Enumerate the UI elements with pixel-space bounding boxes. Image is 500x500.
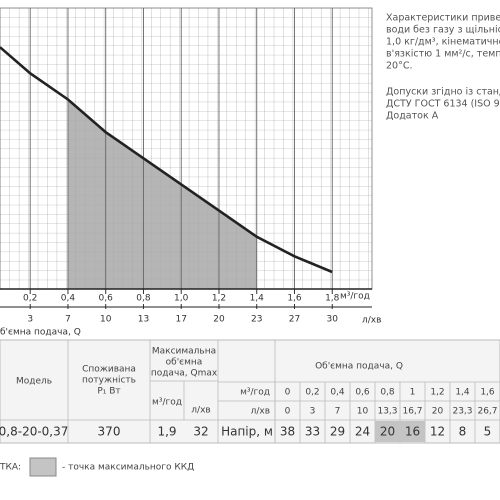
x-tick-label: 0,4 xyxy=(61,294,76,304)
table-text: 1,6 xyxy=(480,388,495,398)
table-text: 0,6 xyxy=(355,388,370,398)
x2-tick-label: 30 xyxy=(327,315,339,325)
table-text: P 0,8-20-0,37 xyxy=(0,425,68,439)
note-line: 1,0 кг/дм³, кінематичною xyxy=(386,37,500,48)
x-tick-label: 1,2 xyxy=(212,294,226,304)
table-text: 32 xyxy=(193,425,208,439)
table-text: 8 xyxy=(459,425,467,439)
x-tick-label: 0,6 xyxy=(99,294,114,304)
x-tick-label: 1,0 xyxy=(174,294,189,304)
table-text: 24 xyxy=(355,425,370,439)
x2-tick-label: 3 xyxy=(27,315,33,325)
table-text: 1,4 xyxy=(455,388,470,398)
table-text: 0 xyxy=(285,407,291,417)
x2-tick-label: 17 xyxy=(176,315,187,325)
max-efficiency-cell xyxy=(400,421,425,442)
table-text: 26,7 xyxy=(477,407,497,417)
x2-tick-label: 7 xyxy=(65,315,71,325)
x-tick-label: 1,8 xyxy=(325,294,340,304)
table-text: 1 xyxy=(410,388,416,398)
note-line: в'язкістю 1 мм²/с, темпера xyxy=(386,49,500,60)
table-text: 33 xyxy=(305,425,320,439)
table-text: 38 xyxy=(280,425,295,439)
head-curve xyxy=(0,46,333,274)
table-text: 5 xyxy=(484,425,492,439)
table-text: 7 xyxy=(335,407,341,417)
table-text: м³/год xyxy=(240,388,270,398)
max-efficiency-area xyxy=(67,99,257,289)
x2-axis-label: л/хв xyxy=(362,316,381,326)
table-text: 12 xyxy=(430,425,445,439)
table-text: л/хв xyxy=(251,407,270,417)
x2-tick-label: 27 xyxy=(289,315,300,325)
table-text: 29 xyxy=(330,425,345,439)
table-text: 3 xyxy=(310,407,316,417)
table-text: P₁ Вт xyxy=(97,387,120,397)
table-text: Максимальна xyxy=(152,347,216,357)
note-line: 20°C. xyxy=(386,61,413,72)
table-text: 0,4 xyxy=(330,388,345,398)
table-text: 23,3 xyxy=(452,407,472,417)
table-text: 13,3 xyxy=(377,407,397,417)
table-text: 20 xyxy=(380,425,395,439)
table-text: м³/год xyxy=(152,398,182,408)
x2-tick-label: 20 xyxy=(213,315,225,325)
axis-title: б'ємна подача, Q xyxy=(0,328,81,338)
x-tick-label: 1,4 xyxy=(250,294,265,304)
table-text: Напір, м xyxy=(221,425,273,439)
table-text: Модель xyxy=(16,377,52,387)
table-text: 0,2 xyxy=(305,388,319,398)
x-tick-label: 0,8 xyxy=(136,294,151,304)
note-line: Характеристики приведен xyxy=(386,13,500,24)
table-text: 16 xyxy=(405,425,420,439)
x2-tick-label: 10 xyxy=(100,315,112,325)
table-text: подача, Qmax xyxy=(151,369,218,379)
table-text: 1,9 xyxy=(157,425,176,439)
table-text: - точка максимального ККД xyxy=(62,463,194,473)
x-tick-label: 0,2 xyxy=(23,294,37,304)
table-text: 0 xyxy=(285,388,291,398)
table-text: л/хв xyxy=(191,406,210,416)
table-text: потужність xyxy=(82,376,136,386)
table-text: 1,2 xyxy=(430,388,444,398)
x-axis-label: м³/год xyxy=(340,292,370,302)
table-text: 10 xyxy=(357,407,369,417)
table-text: Споживана xyxy=(82,365,136,375)
table-text: 370 xyxy=(98,425,121,439)
x-tick-label: 1,6 xyxy=(287,294,302,304)
table-text: Об'ємна подача, Q xyxy=(315,362,403,372)
note-line: ДСТУ ГОСТ 6134 (ISO 990 xyxy=(386,99,500,110)
table-text: 20 xyxy=(432,407,444,417)
x2-tick-label: 23 xyxy=(251,315,262,325)
max-efficiency-cell xyxy=(375,421,400,442)
note-line: Додаток А xyxy=(386,111,439,122)
table-text: 16,7 xyxy=(402,407,422,417)
note-line: Допуски згідно із стандар xyxy=(386,87,500,98)
table-text: ТКА: xyxy=(0,463,21,473)
table-text: об'ємна xyxy=(166,358,203,368)
x2-tick-label: 13 xyxy=(138,315,149,325)
note-line: води без газу з щільністю xyxy=(386,25,500,36)
table-text: 0,8 xyxy=(380,388,395,398)
legend-swatch xyxy=(29,457,57,477)
